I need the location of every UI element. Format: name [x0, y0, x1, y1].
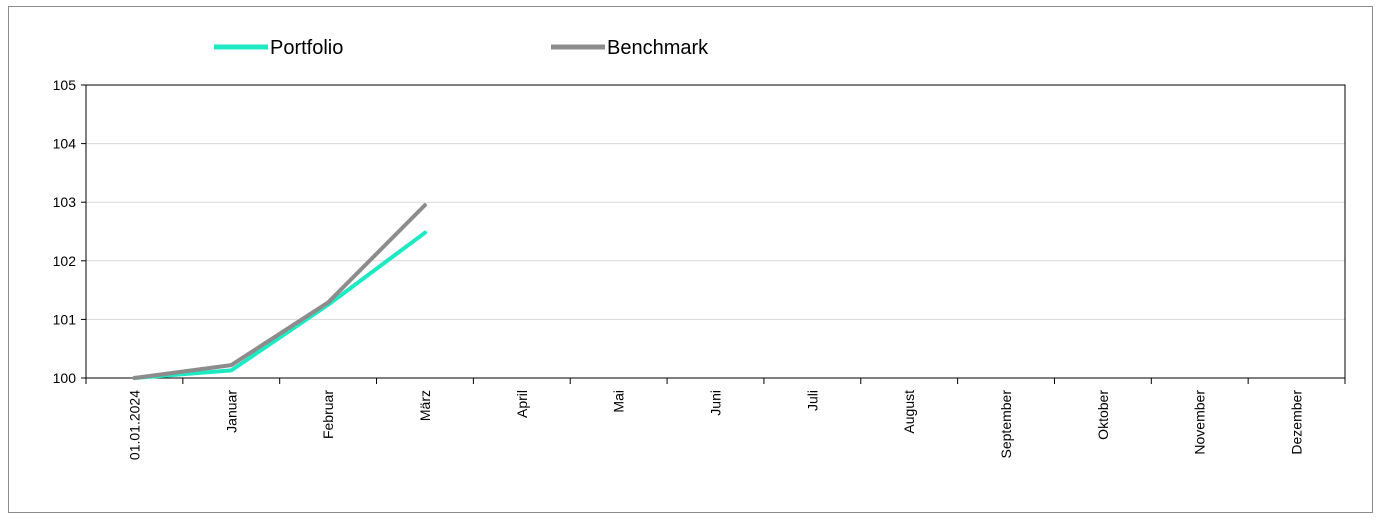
- grid-layer: [86, 143, 1345, 320]
- x-tick-label: November: [1192, 390, 1208, 455]
- x-tick-label: Juni: [708, 390, 724, 416]
- legend: Portfolio Benchmark: [214, 37, 709, 59]
- x-tick-label: August: [901, 390, 917, 434]
- x-tick-label: April: [514, 390, 530, 418]
- series-line-portfolio: [132, 230, 427, 380]
- axis-layer: 100 101 102 103 104 105 01.01.2024 Januar Februa…: [53, 77, 1346, 460]
- plot-area: [85, 84, 1346, 379]
- y-tick-label: 100: [53, 370, 77, 386]
- x-tick-label: Mai: [611, 390, 627, 413]
- x-tick-label: März: [417, 390, 433, 421]
- x-tick-label: Oktober: [1095, 390, 1111, 440]
- y-tick-label: 101: [53, 311, 77, 327]
- y-tick-label: 103: [53, 194, 77, 210]
- x-tick-label: Februar: [320, 390, 336, 439]
- x-tick-label: Januar: [223, 390, 239, 433]
- series-layer: [132, 203, 427, 380]
- legend-label-portfolio: Portfolio: [270, 37, 343, 59]
- x-tick-label: September: [998, 390, 1014, 459]
- x-tick-label: 01.01.2024: [126, 390, 142, 460]
- legend-label-benchmark: Benchmark: [607, 37, 709, 59]
- x-tick-label: Dezember: [1289, 390, 1305, 455]
- y-tick-label: 102: [53, 253, 77, 269]
- chart-frame: [8, 6, 1373, 513]
- y-tick-label: 105: [53, 77, 77, 93]
- y-tick-label: 104: [53, 136, 77, 152]
- x-tick-label: Juli: [804, 390, 820, 411]
- series-line-benchmark: [132, 203, 427, 380]
